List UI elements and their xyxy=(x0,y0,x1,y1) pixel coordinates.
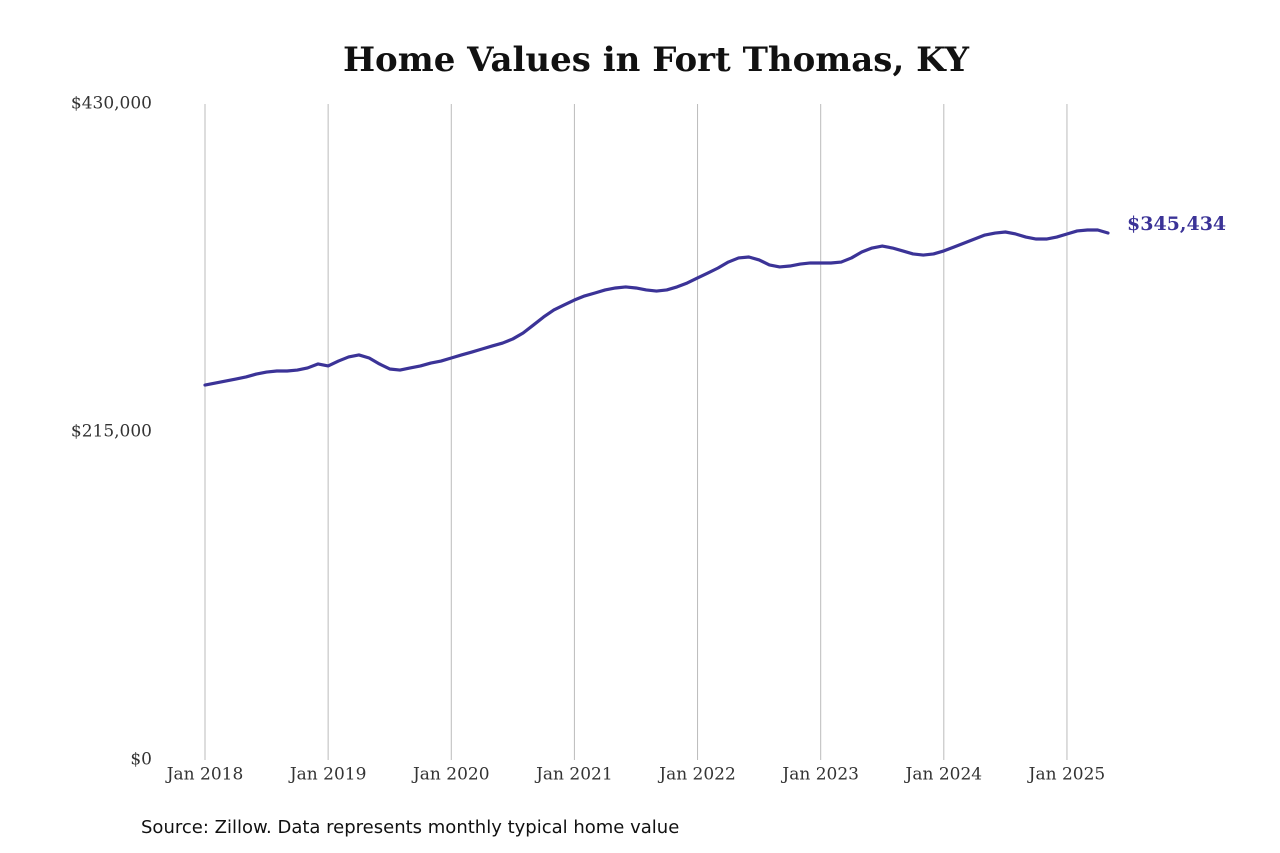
y-tick-label: $0 xyxy=(130,750,152,770)
x-tick-label: Jan 2021 xyxy=(534,765,613,785)
source-note: Source: Zillow. Data represents monthly … xyxy=(141,817,679,838)
x-tick-label: Jan 2024 xyxy=(904,765,983,785)
x-tick-label: Jan 2020 xyxy=(411,765,490,785)
y-tick-label: $215,000 xyxy=(71,422,152,442)
x-tick-label: Jan 2025 xyxy=(1027,765,1106,785)
x-tick-label: Jan 2022 xyxy=(657,765,736,785)
x-tick-label: Jan 2019 xyxy=(288,765,367,785)
x-tick-label: Jan 2023 xyxy=(780,765,859,785)
data-line xyxy=(203,228,1110,387)
y-tick-label: $430,000 xyxy=(71,94,152,114)
value-label: $345,434 xyxy=(1127,213,1226,235)
x-tick-label: Jan 2018 xyxy=(165,765,244,785)
chart-title: Home Values in Fort Thomas, KY xyxy=(343,40,970,80)
